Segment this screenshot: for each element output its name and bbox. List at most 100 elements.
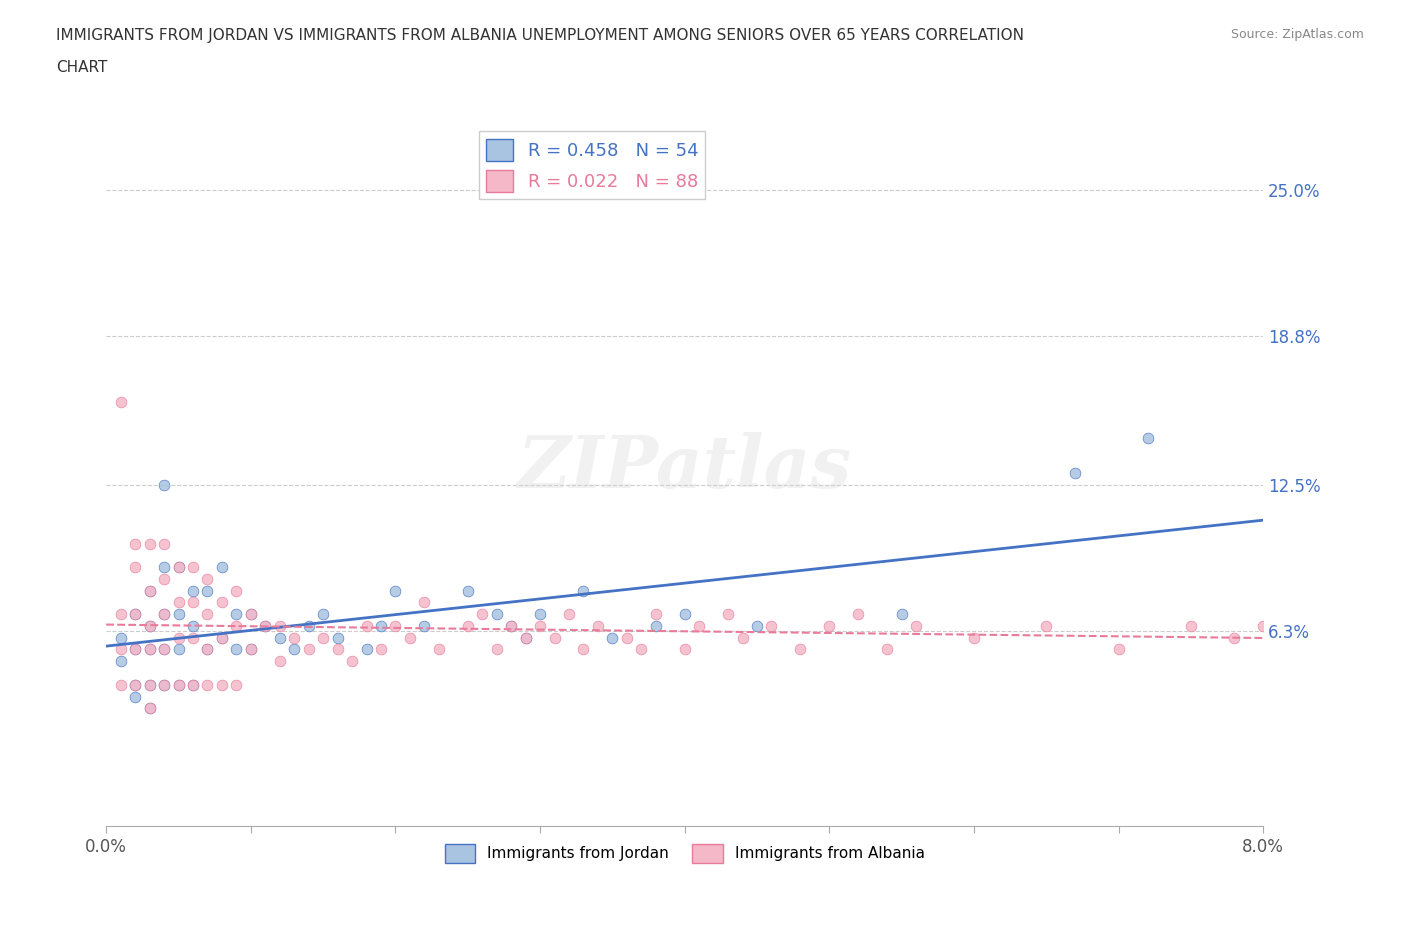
Point bbox=[153, 642, 176, 657]
Point bbox=[110, 631, 132, 645]
Point bbox=[197, 606, 219, 621]
Point bbox=[644, 618, 666, 633]
Point bbox=[745, 618, 768, 633]
Point bbox=[225, 677, 247, 692]
Point bbox=[153, 642, 176, 657]
Point bbox=[197, 642, 219, 657]
Point bbox=[1180, 618, 1202, 633]
Point bbox=[225, 618, 247, 633]
Point bbox=[644, 606, 666, 621]
Point bbox=[153, 536, 176, 551]
Point bbox=[269, 631, 291, 645]
Point bbox=[457, 583, 479, 598]
Point bbox=[124, 606, 146, 621]
Point bbox=[501, 618, 523, 633]
Point bbox=[731, 631, 754, 645]
Point bbox=[124, 642, 146, 657]
Point bbox=[181, 595, 204, 610]
Point bbox=[529, 606, 551, 621]
Legend: Immigrants from Jordan, Immigrants from Albania: Immigrants from Jordan, Immigrants from … bbox=[439, 838, 931, 869]
Point bbox=[181, 631, 204, 645]
Text: Source: ZipAtlas.com: Source: ZipAtlas.com bbox=[1230, 28, 1364, 41]
Point bbox=[110, 654, 132, 669]
Point bbox=[558, 606, 581, 621]
Point bbox=[370, 618, 392, 633]
Point bbox=[413, 595, 436, 610]
Point bbox=[485, 642, 508, 657]
Point bbox=[239, 606, 262, 621]
Point bbox=[211, 595, 233, 610]
Point bbox=[485, 606, 508, 621]
Point bbox=[356, 642, 378, 657]
Point bbox=[283, 642, 305, 657]
Point bbox=[1035, 618, 1057, 633]
Point bbox=[167, 560, 190, 575]
Point bbox=[138, 701, 160, 716]
Point bbox=[153, 477, 176, 492]
Point bbox=[239, 642, 262, 657]
Point bbox=[761, 618, 783, 633]
Point bbox=[197, 571, 219, 586]
Point bbox=[254, 618, 277, 633]
Point bbox=[138, 618, 160, 633]
Point bbox=[905, 618, 928, 633]
Point bbox=[211, 560, 233, 575]
Point bbox=[181, 677, 204, 692]
Point bbox=[457, 618, 479, 633]
Point bbox=[124, 642, 146, 657]
Point bbox=[1281, 642, 1303, 657]
Point bbox=[1368, 631, 1391, 645]
Point bbox=[1064, 465, 1087, 480]
Point bbox=[1223, 631, 1246, 645]
Point bbox=[211, 677, 233, 692]
Point bbox=[110, 677, 132, 692]
Point bbox=[167, 606, 190, 621]
Point bbox=[197, 583, 219, 598]
Point bbox=[326, 631, 349, 645]
Point bbox=[138, 701, 160, 716]
Point bbox=[529, 618, 551, 633]
Point bbox=[846, 606, 869, 621]
Point bbox=[153, 677, 176, 692]
Point bbox=[890, 606, 912, 621]
Point bbox=[572, 642, 595, 657]
Point bbox=[384, 618, 406, 633]
Point bbox=[1396, 618, 1406, 633]
Point bbox=[269, 618, 291, 633]
Point bbox=[124, 536, 146, 551]
Point bbox=[399, 631, 422, 645]
Point bbox=[138, 618, 160, 633]
Point bbox=[630, 642, 652, 657]
Point bbox=[543, 631, 565, 645]
Point bbox=[167, 560, 190, 575]
Point bbox=[717, 606, 740, 621]
Point bbox=[181, 583, 204, 598]
Point bbox=[153, 560, 176, 575]
Point bbox=[110, 642, 132, 657]
Point bbox=[586, 618, 609, 633]
Point bbox=[138, 642, 160, 657]
Point bbox=[167, 595, 190, 610]
Point bbox=[602, 631, 624, 645]
Point bbox=[124, 560, 146, 575]
Point bbox=[167, 631, 190, 645]
Point bbox=[427, 642, 450, 657]
Text: IMMIGRANTS FROM JORDAN VS IMMIGRANTS FROM ALBANIA UNEMPLOYMENT AMONG SENIORS OVE: IMMIGRANTS FROM JORDAN VS IMMIGRANTS FRO… bbox=[56, 28, 1024, 43]
Point bbox=[876, 642, 898, 657]
Point bbox=[471, 606, 494, 621]
Point bbox=[298, 618, 321, 633]
Point bbox=[370, 642, 392, 657]
Point bbox=[167, 677, 190, 692]
Point bbox=[789, 642, 811, 657]
Text: CHART: CHART bbox=[56, 60, 108, 75]
Point bbox=[1136, 431, 1159, 445]
Point bbox=[138, 677, 160, 692]
Point bbox=[197, 642, 219, 657]
Point bbox=[225, 606, 247, 621]
Point bbox=[413, 618, 436, 633]
Point bbox=[312, 631, 335, 645]
Point bbox=[384, 583, 406, 598]
Point bbox=[1108, 642, 1130, 657]
Point bbox=[269, 654, 291, 669]
Point bbox=[211, 631, 233, 645]
